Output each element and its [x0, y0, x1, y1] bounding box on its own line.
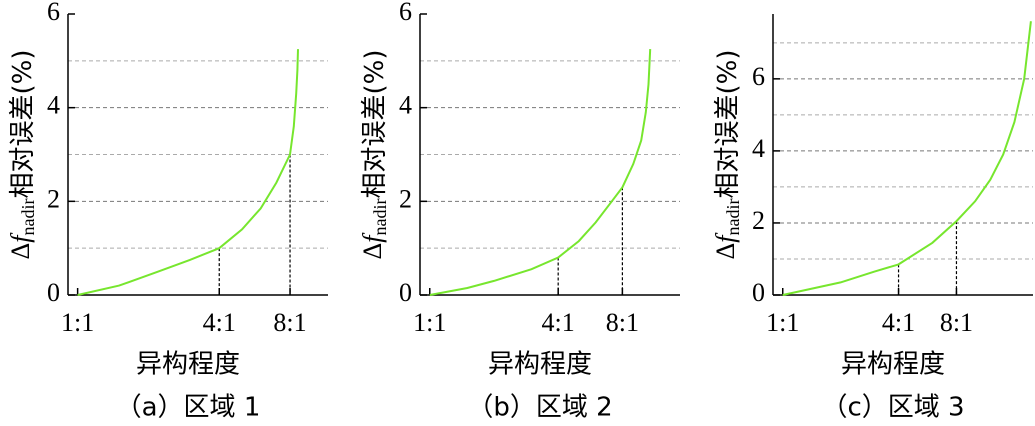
- panel: 0 2 4 6 1:1 4:1 8:1 异构程度 （a）区域 1 Δfnadir相对误差(%): [6, 0, 328, 423]
- y-tick-label: 6: [47, 0, 60, 26]
- x-axis-label: 异构程度: [488, 350, 592, 380]
- y-label-symbol: f: [711, 232, 740, 243]
- y-tick-label: 2: [752, 206, 765, 235]
- y-axis-label: Δfnadir相对误差(%): [711, 50, 743, 260]
- y-label-subscript: nadir: [723, 199, 743, 236]
- y-tick-label: 2: [47, 184, 60, 213]
- x-tick-label: 1:1: [413, 308, 446, 337]
- y-axis-label: Δfnadir相对误差(%): [358, 50, 390, 260]
- x-tick-label: 4:1: [203, 308, 236, 337]
- y-label-prefix: Δ: [6, 243, 35, 260]
- y-label-suffix: 相对误差(%): [8, 50, 38, 199]
- panel: 0 2 4 6 1:1 4:1 8:1 异构程度 （b）区域 2 Δfnadir相对误差(%): [358, 0, 680, 423]
- y-label-symbol: f: [358, 232, 387, 243]
- x-tick-label: 1:1: [61, 308, 94, 337]
- y-tick-label: 0: [47, 278, 60, 307]
- y-axis-label: Δfnadir相对误差(%): [6, 50, 38, 260]
- x-tick-label: 4:1: [882, 308, 915, 337]
- subtitle: （c）区域 3: [821, 393, 964, 423]
- y-label-symbol: f: [6, 232, 35, 243]
- y-tick-label: 4: [47, 91, 60, 120]
- subtitle: （b）区域 2: [467, 393, 612, 423]
- x-axis-label: 异构程度: [841, 350, 945, 380]
- y-tick-label: 0: [752, 278, 765, 307]
- x-axis-label: 异构程度: [136, 350, 240, 380]
- y-tick-label: 4: [752, 134, 765, 163]
- x-tick-label: 8:1: [606, 308, 639, 337]
- x-tick-label: 8:1: [940, 308, 973, 337]
- data-line: [429, 49, 652, 296]
- x-tick-label: 1:1: [766, 308, 799, 337]
- y-label-suffix: 相对误差(%): [713, 50, 743, 199]
- data-line: [77, 49, 299, 296]
- subtitle: （a）区域 1: [116, 393, 261, 423]
- y-tick-label: 0: [399, 278, 412, 307]
- y-tick-label: 6: [399, 0, 412, 26]
- panel: 0 2 4 6 1:1 4:1 8:1 异构程度 （c）区域 3 Δfnadir相对误差(%): [711, 14, 1033, 423]
- y-label-prefix: Δ: [711, 243, 740, 260]
- y-label-subscript: nadir: [370, 199, 390, 236]
- y-label-subscript: nadir: [18, 199, 38, 236]
- x-tick-label: 8:1: [273, 308, 306, 337]
- y-tick-label: 2: [399, 184, 412, 213]
- y-label-prefix: Δ: [358, 243, 387, 260]
- x-tick-label: 4:1: [542, 308, 575, 337]
- y-label-suffix: 相对误差(%): [360, 50, 390, 199]
- y-tick-label: 6: [752, 62, 765, 91]
- y-tick-label: 4: [399, 91, 412, 120]
- data-line: [782, 21, 1032, 296]
